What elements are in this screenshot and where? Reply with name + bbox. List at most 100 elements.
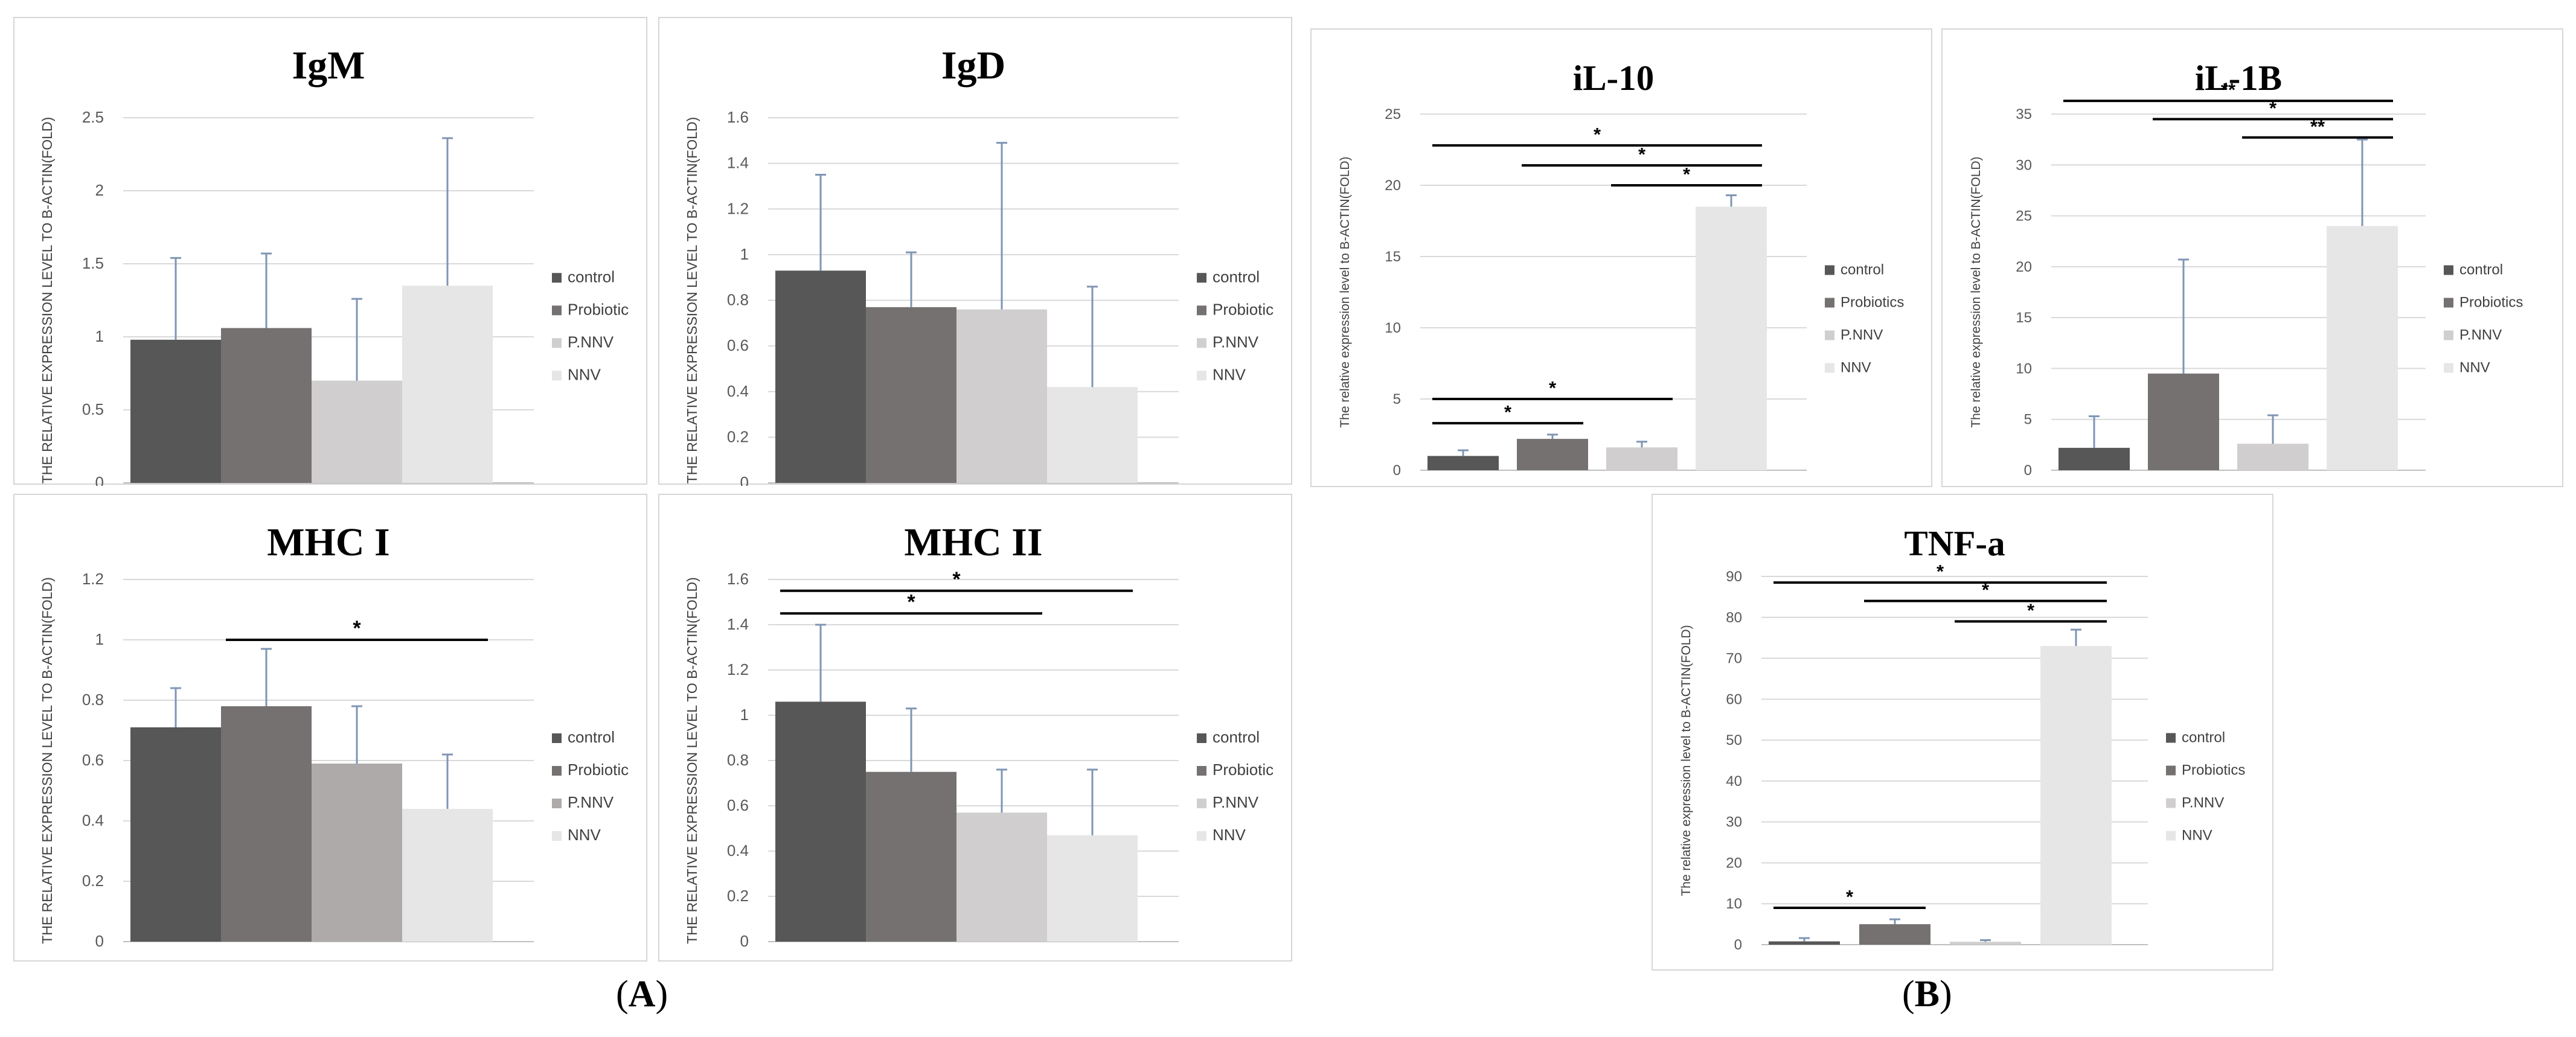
legend-swatch — [552, 799, 562, 808]
y-tick-label: 1.2 — [727, 660, 749, 678]
legend-swatch — [1197, 338, 1206, 348]
legend-swatch — [2166, 733, 2176, 743]
legend-swatch — [552, 371, 562, 381]
y-axis-label: THE RELATIVE EXPRESSION LEVEL TO B-ACTIN… — [684, 577, 700, 944]
y-tick-label: 50 — [1726, 732, 1742, 748]
chart-panel-igd: IgD 0 0.2 0.4 0.6 0.8 1 1.2 1.4 1.6 THE RELATIVE E… — [658, 17, 1292, 486]
bar-p-nnv — [1950, 942, 2021, 945]
legend-label: NNV — [2459, 360, 2490, 376]
y-tick-label: 2.5 — [82, 108, 104, 126]
bar-p-nnv — [956, 812, 1047, 942]
chart-title: iL-10 — [1573, 58, 1654, 98]
bar-p-nnv — [312, 764, 402, 942]
y-tick-label: 70 — [1726, 651, 1742, 667]
legend-swatch — [1197, 766, 1206, 776]
y-tick-label: 0 — [1393, 462, 1401, 479]
chart-panel-igm: IgM 0 0.5 1 1.5 2 2.5 THE RELATIVE EXPRESSION L… — [13, 17, 647, 486]
legend-label: P.NNV — [568, 333, 614, 351]
bar-nnv — [402, 809, 493, 942]
bar-nnv — [402, 286, 493, 483]
y-axis-label: The relative expression level to B-ACTIN… — [1679, 625, 1693, 896]
legend-label: P.NNV — [568, 793, 614, 811]
y-tick-label: 25 — [2016, 208, 2032, 225]
y-tick-label: 60 — [1726, 691, 1742, 707]
y-axis-label: THE RELATIVE EXPRESSION LEVEL TO B-ACTIN… — [39, 577, 55, 944]
legend-swatch — [2444, 265, 2453, 275]
significance-marker: * — [1683, 164, 1691, 185]
y-tick-label: 1 — [740, 245, 749, 263]
y-tick-label: 1.2 — [82, 570, 104, 588]
y-tick-label: 25 — [1385, 106, 1401, 123]
y-tick-label: 1.5 — [82, 254, 104, 272]
legend-swatch — [2166, 831, 2176, 841]
y-tick-label: 0.4 — [82, 811, 104, 829]
significance-marker: * — [952, 568, 961, 591]
legend-swatch — [1197, 831, 1206, 841]
bar-nnv — [1047, 387, 1138, 483]
legend-swatch — [2166, 765, 2176, 776]
chart-svg-il-1b: iL-1B 0 5 10 15 20 25 30 35 The relative expressi… — [1969, 58, 2523, 479]
y-tick-label: 30 — [2016, 157, 2032, 173]
chart-panel-mhc-ii: MHC II 0 0.2 0.4 0.6 0.8 1 1.2 1.4 1.6 THE RELATIV… — [658, 494, 1292, 962]
chart-panel-il-1b: iL-1B 0 5 10 15 20 25 30 35 The relative expressi… — [1941, 28, 2563, 487]
chart-panel-mhc-i: MHC I 0 0.2 0.4 0.6 0.8 1 1.2 THE RELATIVE EXPRE… — [13, 494, 647, 962]
legend-label: Probiotics — [1841, 295, 1904, 311]
significance-marker: * — [1549, 377, 1557, 398]
chart-svg-igm: IgM 0 0.5 1 1.5 2 2.5 THE RELATIVE EXPRESSION L… — [39, 43, 629, 486]
legend-label: control — [1841, 262, 1884, 278]
chart-svg-mhc-i: MHC I 0 0.2 0.4 0.6 0.8 1 1.2 THE RELATIVE EXPRE… — [39, 520, 629, 950]
significance-marker: * — [1982, 579, 1990, 601]
legend-swatch — [552, 766, 562, 776]
bar-control — [775, 270, 866, 483]
significance-marker: * — [2269, 97, 2277, 118]
y-tick-label: 1.4 — [727, 154, 749, 172]
legend-label: control — [1213, 267, 1260, 286]
legend-swatch — [2444, 298, 2453, 308]
legend-swatch — [1825, 330, 1834, 340]
bar-nnv — [2327, 226, 2398, 470]
legend-label: P.NNV — [2182, 795, 2224, 811]
significance-marker: * — [1846, 886, 1854, 907]
chart-panel-il-10: iL-10 0 5 10 15 20 25 The relative expression l… — [1310, 28, 1932, 487]
legend-label: P.NNV — [1213, 333, 1259, 351]
y-tick-label: 0 — [2024, 462, 2032, 479]
y-tick-label: 0.4 — [727, 382, 749, 400]
legend-label: Probiotic — [1213, 761, 1274, 779]
legend-swatch — [552, 273, 562, 283]
legend-swatch — [1197, 799, 1206, 808]
legend-swatch — [552, 733, 562, 743]
bar-nnv — [1047, 835, 1138, 942]
y-tick-label: 0.5 — [82, 400, 104, 418]
bar-control — [1769, 941, 1840, 945]
legend-swatch — [2444, 363, 2453, 373]
legend-swatch — [2166, 798, 2176, 808]
legend-label: control — [568, 267, 615, 286]
y-tick-label: 1.4 — [727, 615, 749, 633]
y-tick-label: 5 — [2024, 412, 2032, 428]
chart-svg-mhc-ii: MHC II 0 0.2 0.4 0.6 0.8 1 1.2 1.4 1.6 THE RELATIV… — [684, 520, 1274, 950]
y-tick-label: 0 — [740, 473, 749, 486]
significance-marker: * — [2027, 600, 2035, 621]
significance-marker: ** — [2221, 79, 2236, 100]
chart-title: TNF-a — [1904, 523, 2005, 563]
y-tick-label: 10 — [1726, 896, 1742, 912]
chart-svg-tnf-a: TNF-a 0 10 20 30 40 50 60 70 80 90 The relative exp… — [1679, 523, 2245, 953]
y-tick-label: 20 — [2016, 259, 2032, 275]
legend-label: P.NNV — [1841, 327, 1883, 343]
legend-label: Probiotic — [1213, 300, 1274, 318]
chart-title: iL-1B — [2195, 58, 2282, 98]
legend-swatch — [552, 305, 562, 316]
y-tick-label: 30 — [1726, 814, 1742, 831]
y-tick-label: 1 — [95, 630, 104, 648]
y-tick-label: 80 — [1726, 610, 1742, 626]
legend-swatch — [552, 338, 562, 348]
y-axis-label: The relative expression level to B-ACTIN… — [1969, 156, 1983, 427]
significance-marker: ** — [2310, 116, 2325, 137]
significance-marker: * — [907, 590, 915, 613]
chart-title: MHC I — [267, 520, 389, 564]
bar-probiotics — [1517, 439, 1588, 470]
legend-swatch — [1825, 363, 1834, 373]
chart-title: MHC II — [904, 520, 1042, 564]
legend-label: P.NNV — [2459, 327, 2502, 343]
significance-marker: * — [1594, 124, 1601, 145]
